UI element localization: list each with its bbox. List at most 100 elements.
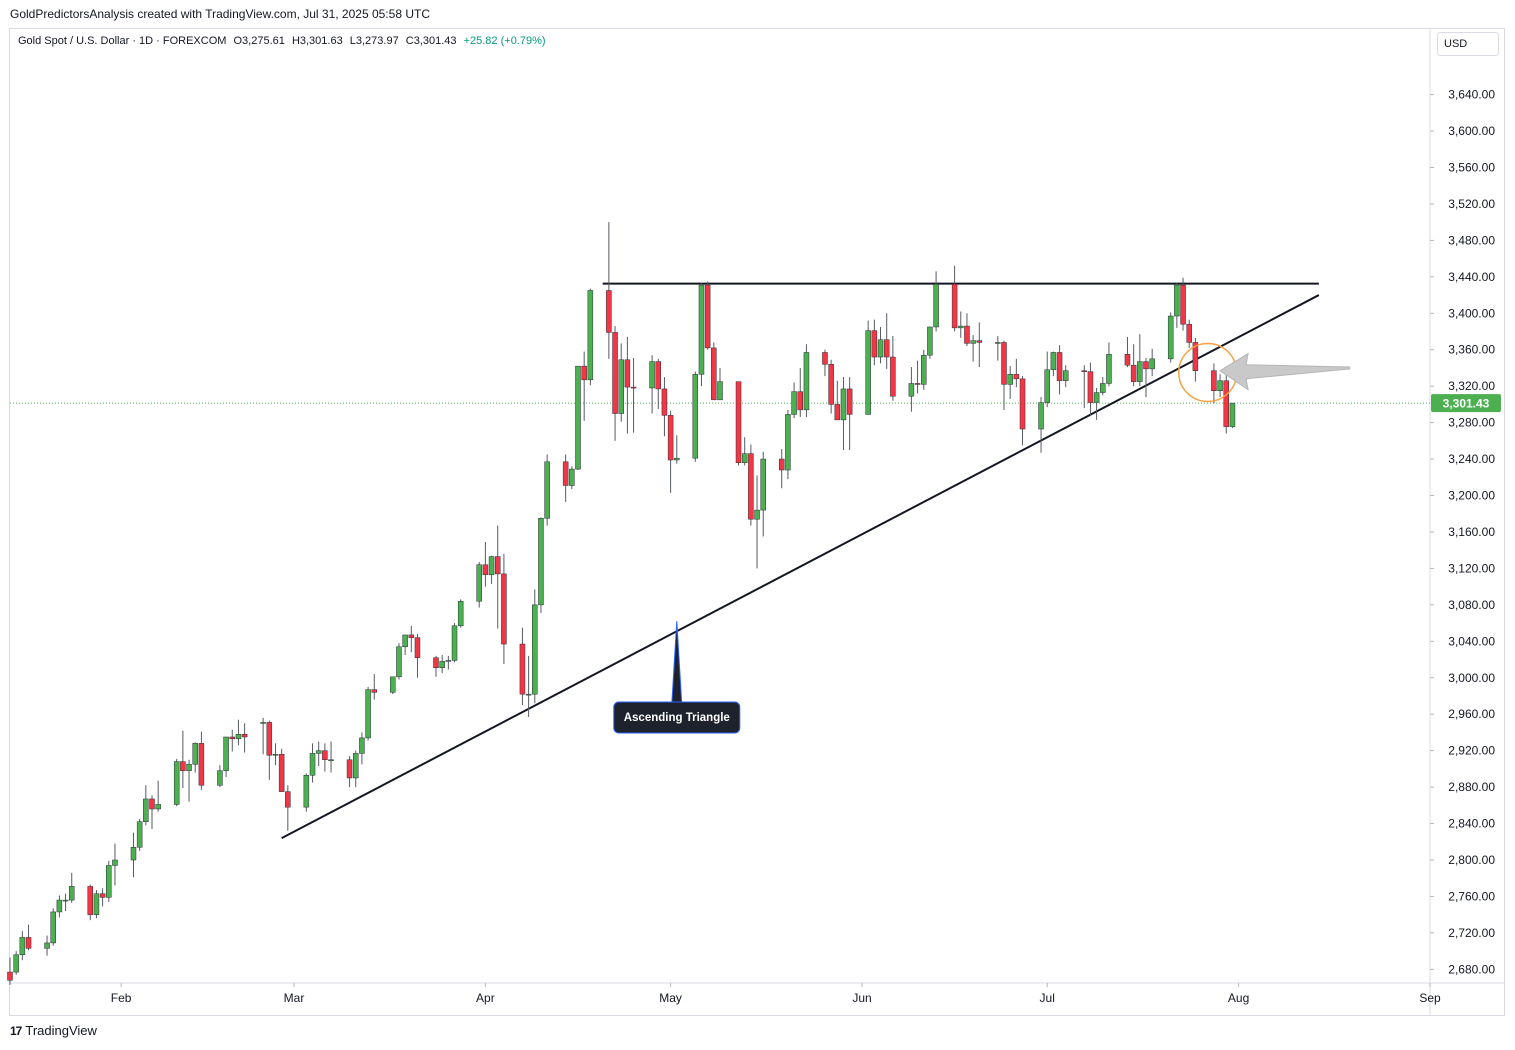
open-value: O3,275.61: [233, 35, 285, 47]
candle: [451, 623, 458, 663]
candle-body: [476, 564, 482, 602]
candle: [698, 283, 705, 387]
candle: [1130, 344, 1137, 387]
candle-body: [192, 743, 198, 765]
symbol-legend: Gold Spot / U.S. Dollar · 1D · FOREXCOM …: [18, 35, 550, 47]
candle: [1180, 277, 1186, 331]
candle-body: [661, 388, 668, 416]
candle-body: [1149, 358, 1155, 370]
candle: [217, 765, 223, 788]
candle: [828, 359, 834, 414]
candle-body: [7, 971, 13, 981]
price-tick-label: 3,560.00: [1448, 160, 1495, 174]
candle-body: [155, 804, 161, 810]
candle: [402, 634, 408, 655]
currency-button[interactable]: USD: [1437, 32, 1499, 56]
candle-body: [1124, 354, 1131, 366]
candle-body: [1038, 402, 1044, 430]
candle: [581, 351, 587, 421]
price-tick-label: 3,160.00: [1448, 525, 1495, 539]
candle: [359, 732, 365, 765]
candle: [871, 319, 878, 366]
candle-body: [272, 754, 279, 756]
candle-body: [445, 660, 452, 662]
candle: [1167, 312, 1174, 363]
candle: [173, 758, 180, 807]
candle-body: [1001, 342, 1007, 385]
candle: [1056, 345, 1063, 395]
candle-body: [698, 284, 705, 375]
candle-body: [13, 954, 19, 973]
candle: [914, 360, 921, 394]
candle: [1081, 365, 1088, 409]
candle: [322, 743, 328, 772]
candle: [309, 743, 316, 783]
price-tick-label: 3,440.00: [1448, 270, 1495, 284]
candle: [538, 517, 544, 614]
candle: [1007, 366, 1013, 399]
candle-body: [1143, 361, 1149, 370]
candle-body: [328, 759, 334, 762]
candle-body: [501, 573, 507, 645]
candle: [735, 381, 742, 466]
time-tick-label: Mar: [284, 991, 305, 1005]
candle: [704, 281, 711, 350]
low-value: L3,273.97: [349, 35, 399, 47]
candle-body: [1013, 374, 1020, 380]
candle-body: [365, 689, 371, 739]
time-tick-label: Apr: [476, 991, 495, 1005]
candle: [840, 377, 847, 450]
candle: [1093, 388, 1100, 420]
candle: [532, 589, 538, 704]
candle: [1019, 376, 1026, 446]
time-tick-label: Aug: [1228, 991, 1249, 1005]
candle-body: [93, 893, 100, 915]
candle-body: [692, 374, 699, 459]
candle-body: [908, 383, 915, 397]
candle-body: [1174, 284, 1180, 317]
candle: [93, 890, 100, 919]
candle-body: [19, 937, 26, 956]
candle-body: [581, 365, 587, 381]
candle: [1050, 351, 1057, 377]
candle: [778, 449, 785, 489]
candle-body: [482, 564, 489, 576]
candle-body: [488, 556, 495, 576]
candle: [136, 818, 143, 851]
candle: [439, 654, 445, 674]
candle-body: [544, 461, 550, 519]
candle: [396, 643, 402, 680]
candle: [285, 785, 291, 831]
chart-frame: [9, 28, 1505, 1016]
price-tick-label: 3,600.00: [1448, 124, 1495, 138]
candle: [927, 326, 933, 359]
candle: [970, 335, 976, 362]
candle-body: [704, 284, 711, 349]
price-tick-label: 3,360.00: [1448, 343, 1495, 357]
candle: [890, 336, 896, 401]
candle: [1229, 402, 1236, 429]
candle: [1106, 342, 1112, 387]
candle: [19, 931, 26, 961]
candle: [315, 741, 322, 767]
candle-body: [834, 404, 841, 421]
candle-body: [1106, 354, 1112, 384]
candle-body: [106, 865, 112, 898]
price-tick-label: 3,000.00: [1448, 671, 1495, 685]
candle: [192, 742, 198, 773]
candle-body: [143, 798, 149, 822]
price-tick-label: 2,960.00: [1448, 707, 1495, 721]
price-tick-label: 3,400.00: [1448, 306, 1495, 320]
candle-body: [803, 352, 810, 411]
candle-body: [278, 754, 285, 792]
candle: [328, 741, 334, 773]
candle-body: [186, 764, 192, 771]
candle: [1186, 319, 1192, 348]
candle: [260, 717, 266, 755]
candle-body: [958, 325, 964, 329]
time-tick-label: Feb: [111, 991, 132, 1005]
high-value: H3,301.63: [291, 35, 343, 47]
candle-body: [865, 330, 871, 415]
candle: [575, 365, 581, 471]
